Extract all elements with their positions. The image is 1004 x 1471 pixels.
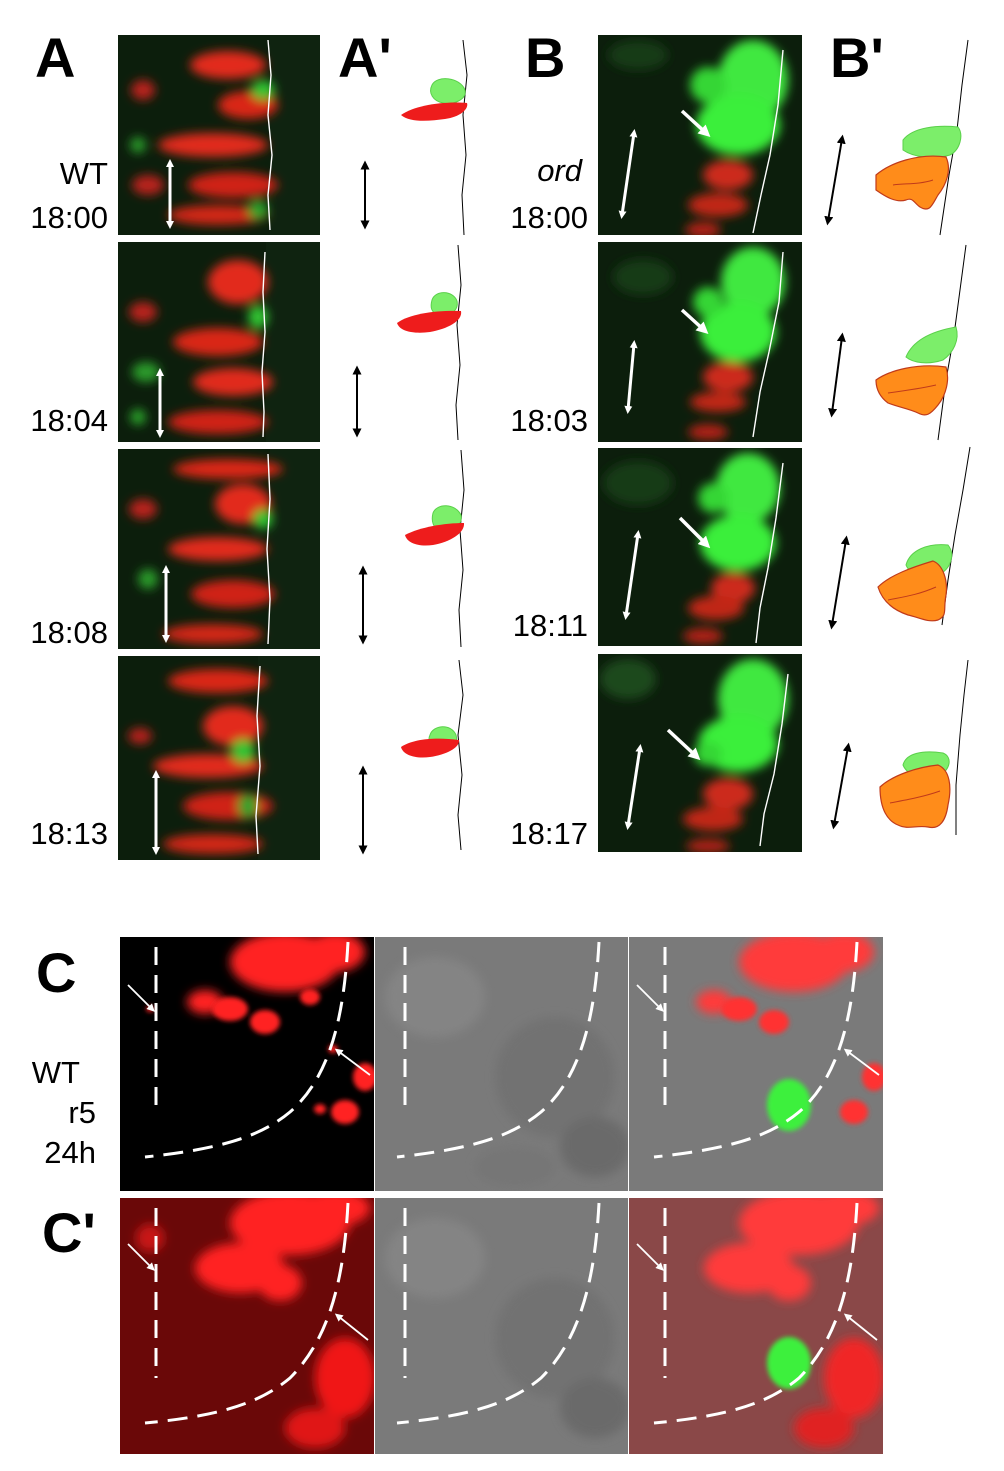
pointer-arrow-icon bbox=[843, 1313, 878, 1341]
panel-label-a-prime: A' bbox=[338, 26, 392, 89]
panel-label-c-prime: C' bbox=[42, 1201, 96, 1264]
panel-a-prime-tracings bbox=[352, 39, 468, 855]
pointer-arrow-icon bbox=[666, 728, 701, 761]
panel-b-prime-tracings bbox=[824, 39, 971, 835]
panel-c-stage: 24h bbox=[44, 1135, 96, 1170]
panel-c-prime-dic-channel bbox=[375, 1198, 628, 1454]
pointer-arrow-icon bbox=[843, 1048, 880, 1076]
a-prime-tracing-1 bbox=[360, 39, 468, 236]
panel-label-c: C bbox=[36, 941, 77, 1004]
pointer-arrow-icon bbox=[334, 1048, 371, 1076]
b-prime-tracing-3 bbox=[828, 446, 971, 630]
panel-b-time-3: 18:11 bbox=[512, 608, 588, 643]
panel-a-time-3: 18:08 bbox=[30, 615, 108, 650]
double-headed-arrow-icon bbox=[828, 535, 850, 630]
panel-b-frame-2 bbox=[598, 242, 802, 442]
panel-b-frame-3 bbox=[598, 448, 802, 646]
panel-a-frame-1 bbox=[118, 35, 320, 235]
panel-b-genotype-text: ord bbox=[537, 153, 582, 188]
panel-a-time-4: 18:13 bbox=[30, 816, 108, 851]
b-prime-tracing-4 bbox=[830, 659, 969, 835]
panel-c-prime-red-channel bbox=[120, 1198, 374, 1454]
panel-b-time-4: 18:17 bbox=[510, 816, 588, 851]
panel-label-b-prime: B' bbox=[830, 26, 884, 89]
a-prime-tracing-2 bbox=[352, 244, 462, 441]
panel-b-frame-4 bbox=[598, 654, 802, 852]
panel-a-frame-4 bbox=[118, 656, 320, 860]
pointer-arrow-icon bbox=[127, 984, 155, 1012]
panel-c-rhombomere: r5 bbox=[68, 1095, 96, 1130]
pointer-arrow-icon bbox=[127, 1243, 155, 1271]
pointer-arrow-icon bbox=[680, 308, 709, 335]
double-headed-arrow-icon bbox=[828, 332, 846, 418]
panel-a-frame-2 bbox=[118, 242, 320, 442]
b-prime-tracing-2 bbox=[828, 244, 967, 441]
panel-label-a: A bbox=[35, 26, 76, 89]
panel-a-time-1: 18:00 bbox=[30, 200, 108, 235]
panel-c-red-channel bbox=[120, 937, 374, 1191]
panel-c-dic-channel bbox=[375, 937, 628, 1191]
b-prime-tracing-1 bbox=[824, 39, 969, 236]
pointer-arrow-icon bbox=[334, 1313, 369, 1341]
panel-a-time-2: 18:04 bbox=[30, 403, 108, 438]
panel-label-b: B bbox=[525, 26, 566, 89]
panel-b-frame-1 bbox=[598, 35, 802, 235]
a-prime-tracing-4 bbox=[358, 659, 464, 855]
pointer-arrow-icon bbox=[636, 1243, 664, 1271]
panel-a-genotype: WT bbox=[59, 156, 108, 191]
double-headed-arrow-icon bbox=[830, 742, 852, 830]
panel-c-genotype: WT bbox=[31, 1055, 80, 1090]
pointer-arrow-icon bbox=[678, 516, 711, 549]
panel-b-time-2: 18:03 bbox=[510, 403, 588, 438]
pointer-arrow-icon bbox=[680, 109, 711, 138]
panel-a-frame-3 bbox=[118, 449, 320, 649]
panel-b-genotype: ord bbox=[500, 155, 582, 186]
a-prime-tracing-3 bbox=[358, 449, 465, 648]
pointer-arrow-icon bbox=[636, 984, 664, 1012]
double-headed-arrow-icon bbox=[824, 134, 846, 226]
panel-c-prime-merge bbox=[629, 1198, 883, 1454]
panel-c-merge bbox=[629, 937, 883, 1191]
panel-b-time-1: 18:00 bbox=[510, 200, 588, 235]
